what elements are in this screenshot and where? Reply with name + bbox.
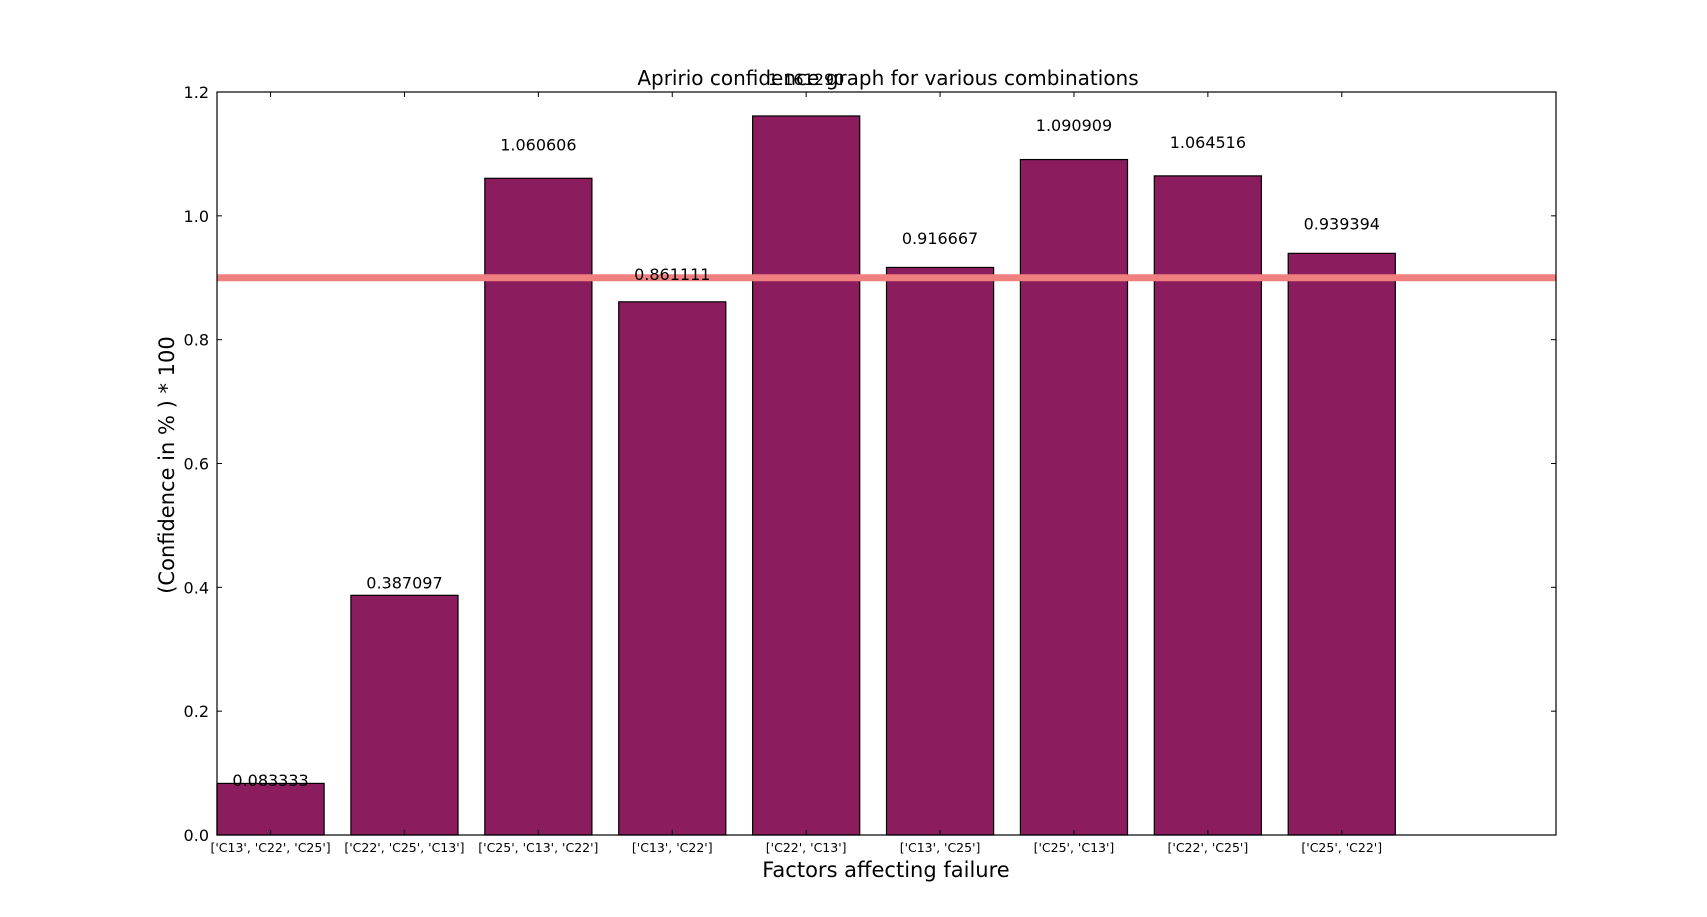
y-tick-label: 1.2 — [184, 83, 209, 102]
x-tick-label: ['C25', 'C13', 'C22'] — [478, 840, 598, 855]
y-axis-title: (Confidence in % ) * 100 — [155, 336, 179, 594]
bar — [1019, 158, 1129, 836]
y-axis: 0.0 0.2 0.4 0.6 0.8 1.0 1.2 — [184, 83, 1556, 845]
x-axis: ['C13', 'C22', 'C25'] ['C22', 'C25', 'C13… — [210, 92, 1382, 855]
data-label: 1.161290 — [768, 70, 844, 89]
bar — [1153, 175, 1263, 836]
y-tick-label: 0.6 — [184, 455, 209, 474]
y-tick-label: 0.4 — [184, 578, 209, 597]
data-label: 0.916667 — [902, 229, 978, 248]
data-label: 1.060606 — [500, 135, 576, 154]
data-label: 0.861111 — [634, 265, 710, 284]
data-label: 1.090909 — [1036, 116, 1112, 135]
x-tick-label: ['C13', 'C25'] — [900, 840, 981, 855]
x-tick-label: ['C13', 'C22', 'C25'] — [210, 840, 330, 855]
y-tick-label: 0.8 — [184, 331, 209, 350]
x-axis-title: Factors affecting failure — [762, 858, 1009, 882]
data-label: 0.939394 — [1304, 214, 1380, 233]
x-tick-label: ['C22', 'C25', 'C13'] — [344, 840, 464, 855]
x-tick-label: ['C22', 'C25'] — [1168, 840, 1249, 855]
bar — [618, 301, 727, 836]
x-tick-label: ['C25', 'C22'] — [1301, 840, 1382, 855]
bars-layer — [216, 115, 1396, 836]
chart-title: Apririo confidence graph for various com… — [637, 66, 1138, 90]
bar — [885, 266, 995, 836]
y-tick-label: 0.0 — [184, 826, 209, 845]
bar — [751, 115, 861, 836]
x-tick-label: ['C22', 'C13'] — [766, 840, 847, 855]
bar — [350, 594, 459, 836]
x-tick-label: ['C25', 'C13'] — [1034, 840, 1115, 855]
y-tick-label: 0.2 — [184, 702, 209, 721]
data-label: 0.387097 — [366, 573, 442, 592]
bar — [1287, 252, 1396, 836]
data-label: 0.083333 — [232, 771, 308, 790]
data-labels-layer: 0.083333 0.387097 1.060606 0.861111 1.161290… — [232, 70, 1380, 790]
y-tick-label: 1.0 — [184, 207, 209, 226]
data-label: 1.064516 — [1170, 133, 1246, 152]
bar — [484, 177, 593, 836]
x-tick-label: ['C13', 'C22'] — [632, 840, 713, 855]
bar — [216, 782, 325, 836]
